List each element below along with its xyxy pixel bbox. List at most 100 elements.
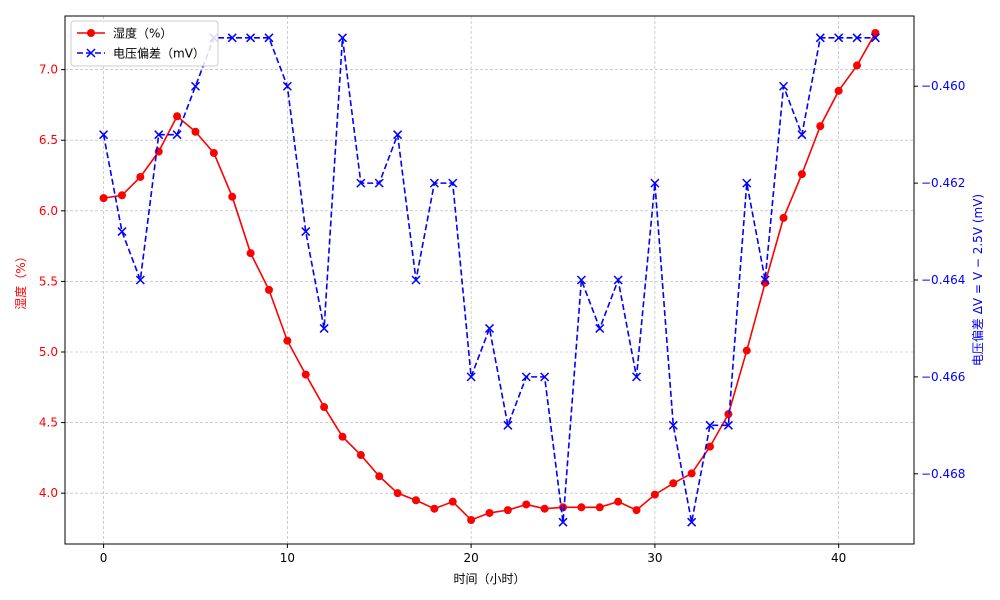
humidity-point — [853, 61, 862, 70]
humidity-point — [283, 336, 292, 345]
humidity-point — [136, 172, 145, 181]
humidity-point — [797, 170, 806, 179]
left-y-tick-label: 6.5 — [39, 133, 58, 147]
x-tick-label: 0 — [100, 551, 108, 565]
x-tick-label: 20 — [463, 551, 478, 565]
humidity-point — [301, 370, 310, 379]
voltage-point — [190, 81, 201, 91]
humidity-point — [320, 403, 329, 412]
humidity-point — [448, 497, 457, 506]
voltage-point — [448, 178, 458, 188]
legend-voltage-marker — [86, 48, 96, 58]
voltage-point — [723, 420, 733, 430]
humidity-point — [191, 127, 200, 136]
humidity-point — [411, 496, 420, 505]
voltage-point — [668, 420, 678, 430]
right-y-tick-label: −0.462 — [921, 176, 965, 190]
humidity-point — [430, 504, 439, 513]
voltage-point — [264, 33, 274, 43]
x-tick-label: 10 — [280, 551, 295, 565]
left-y-tick-label: 5.5 — [39, 274, 58, 288]
voltage-point — [301, 227, 311, 237]
right-y-tick-label: −0.466 — [921, 370, 965, 384]
left-y-tick-label: 6.0 — [39, 204, 58, 218]
humidity-point — [595, 503, 604, 512]
voltage-point — [172, 130, 182, 140]
humidity-point — [99, 194, 108, 203]
voltage-point — [374, 178, 384, 188]
voltage-point — [227, 33, 237, 43]
voltage-point — [135, 275, 145, 285]
voltage-point — [246, 33, 256, 43]
humidity-point — [834, 86, 843, 95]
voltage-point — [337, 33, 348, 43]
voltage-point — [576, 275, 586, 285]
voltage-point — [595, 323, 605, 333]
voltage-point — [411, 275, 421, 285]
humidity-point — [246, 249, 255, 258]
axes-layer: 0 10 20 30 40 4.0 4.5 5.0 5.5 6.0 6.5 7.0 −0.468 −0.4… — [39, 63, 966, 565]
legend-humidity-label: 湿度（%） — [113, 26, 172, 41]
humidity-point — [724, 410, 733, 419]
humidity-point — [228, 192, 237, 201]
left-y-tick-label: 4.0 — [39, 486, 58, 500]
voltage-point — [356, 178, 366, 188]
humidity-point — [669, 479, 678, 488]
humidity-point — [173, 112, 182, 121]
voltage-point — [797, 130, 807, 140]
voltage-point — [484, 323, 495, 333]
humidity-point — [375, 472, 384, 481]
right-y-tick-label: −0.464 — [921, 273, 965, 287]
humidity-point — [650, 490, 659, 499]
humidity-point — [117, 191, 126, 200]
humidity-point — [779, 213, 788, 222]
humidity-point — [816, 122, 825, 131]
humidity-point — [687, 469, 696, 478]
humidity-point — [393, 489, 402, 498]
right-y-tick-label: −0.460 — [921, 79, 965, 93]
legend-voltage-label: 电压偏差（mV） — [113, 46, 205, 61]
x-tick-label: 30 — [647, 551, 662, 565]
voltage-point — [742, 178, 752, 188]
humidity-point — [264, 285, 273, 294]
right-y-tick-label: −0.468 — [921, 467, 965, 481]
series-layer — [99, 28, 880, 527]
legend-humidity-marker — [87, 29, 95, 37]
humidity-point — [503, 506, 512, 515]
humidity-point — [761, 278, 770, 287]
humidity-point — [632, 506, 641, 515]
voltage-point — [870, 33, 880, 43]
voltage-point — [760, 275, 770, 285]
voltage-point — [117, 227, 127, 237]
humidity-point — [706, 442, 715, 451]
voltage-point — [99, 130, 109, 140]
voltage-point — [282, 81, 292, 91]
humidity-point — [540, 504, 549, 513]
humidity-point — [742, 346, 751, 355]
right-y-axis-label: 电压偏差 ΔV = V − 2.5V (mV) — [970, 194, 985, 366]
series-line-1 — [102, 36, 876, 523]
humidity-point — [338, 432, 347, 441]
voltage-point — [650, 178, 660, 188]
voltage-point — [503, 420, 513, 430]
humidity-point — [356, 451, 365, 460]
legend: 湿度（%） 电压偏差（mV） — [70, 20, 219, 67]
voltage-point — [393, 130, 403, 140]
voltage-point — [540, 372, 550, 382]
humidity-point — [485, 508, 494, 517]
voltage-point — [613, 275, 623, 285]
left-y-tick-label: 7.0 — [39, 63, 58, 77]
voltage-point — [558, 517, 568, 527]
left-y-axis-label: 湿度（%） — [13, 250, 28, 309]
legend-box — [70, 20, 219, 67]
voltage-point — [687, 517, 697, 527]
voltage-point — [429, 178, 439, 188]
series-line-0 — [103, 32, 877, 521]
humidity-point — [209, 148, 218, 157]
x-tick-label: 40 — [831, 551, 846, 565]
voltage-point — [631, 372, 642, 382]
left-y-tick-label: 5.0 — [39, 345, 58, 359]
voltage-point — [705, 420, 715, 430]
voltage-point — [834, 33, 844, 43]
